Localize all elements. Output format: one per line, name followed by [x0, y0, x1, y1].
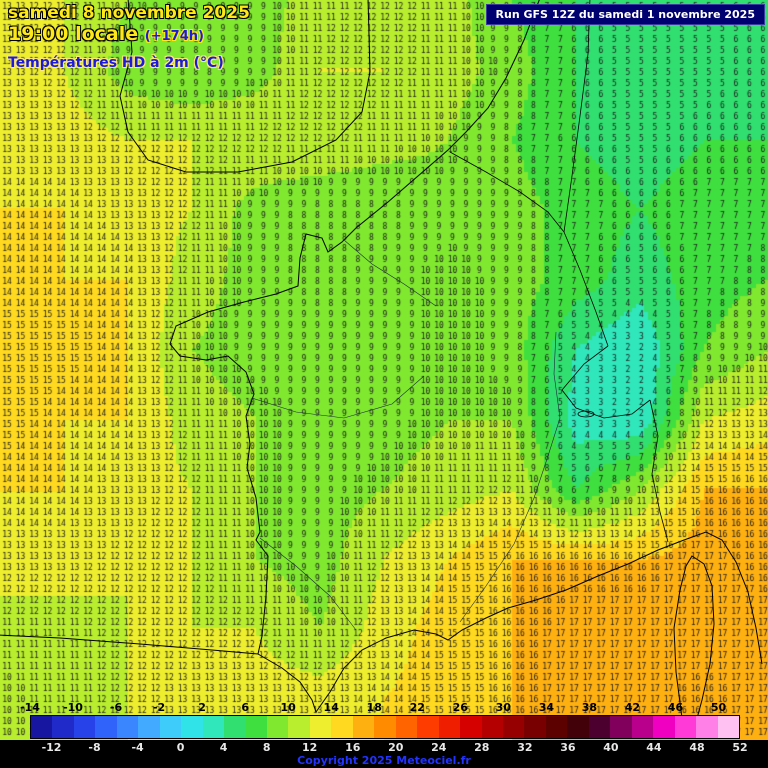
- scale-label-top-42: 42: [624, 701, 641, 714]
- scale-band-12: [288, 716, 310, 738]
- scale-band-22: [502, 716, 525, 738]
- valid-date: samedi 8 novembre 2025: [8, 3, 250, 23]
- scale-label-top-22: 22: [409, 701, 425, 714]
- scale-label-top-50: 50: [710, 701, 727, 714]
- model-run-box: Run GFS 12Z du samedi 1 novembre 2025: [485, 4, 765, 25]
- map-subtitle: Températures HD à 2m (°C): [8, 55, 224, 72]
- scale-label-top-46: 46: [667, 701, 684, 714]
- scale-label-top--10: -10: [63, 701, 83, 714]
- scale-label-bottom-28: 28: [474, 741, 490, 754]
- forecast-offset: (+174h): [144, 28, 204, 44]
- scale-band-32: [717, 716, 739, 738]
- scale-band-26: [588, 716, 611, 738]
- scale-band-21: [481, 716, 503, 738]
- scale-label-top-30: 30: [495, 701, 511, 714]
- scale-label-bottom-24: 24: [431, 741, 447, 754]
- valid-time: 19:00 locale: [8, 22, 139, 45]
- scale-band-3: [95, 716, 117, 738]
- scale-band-7: [181, 716, 203, 738]
- scale-label-bottom-48: 48: [689, 741, 705, 754]
- valid-time-line: 19:00 locale (+174h): [8, 22, 250, 46]
- scale-band-14: [331, 716, 353, 738]
- scale-band-18: [417, 716, 439, 738]
- scale-band-28: [631, 716, 654, 738]
- scale-label-bottom--12: -12: [41, 741, 62, 754]
- scale-band-13: [309, 716, 332, 738]
- scale-band-9: [224, 716, 246, 738]
- temperature-field-canvas: [0, 0, 768, 740]
- scale-label-bottom-52: 52: [732, 741, 748, 754]
- scale-band-23: [524, 716, 546, 738]
- bottom-strip: -12 -8 -4 0 4 8 12 16 20 24 28 32 36 40 44 48 52 Copyrig…: [0, 740, 768, 768]
- scale-band-10: [245, 716, 267, 738]
- scale-band-27: [610, 716, 632, 738]
- scale-band-15: [352, 716, 375, 738]
- scale-label-bottom-40: 40: [603, 741, 619, 754]
- temperature-scale-bar: [30, 715, 740, 739]
- scale-band-25: [567, 716, 589, 738]
- scale-band-8: [202, 716, 225, 738]
- scale-label-bottom-36: 36: [560, 741, 576, 754]
- scale-label-top--6: -6: [109, 701, 123, 714]
- scale-label-top-38: 38: [581, 701, 598, 714]
- scale-label-bottom-16: 16: [345, 741, 361, 754]
- scale-band-0: [31, 716, 53, 738]
- scale-label-bottom-4: 4: [219, 741, 228, 754]
- scale-label-bottom-20: 20: [388, 741, 404, 754]
- scale-band-29: [653, 716, 675, 738]
- copyright: Copyright 2025 Meteociel.fr: [297, 754, 471, 767]
- scale-band-16: [374, 716, 396, 738]
- scale-label-top--2: -2: [152, 701, 166, 714]
- scale-label-bottom-8: 8: [262, 741, 271, 754]
- scale-label-top--14: -14: [20, 701, 40, 714]
- scale-band-6: [159, 716, 182, 738]
- scale-label-bottom-44: 44: [646, 741, 662, 754]
- scale-band-19: [438, 716, 461, 738]
- scale-label-top-2: 2: [198, 701, 206, 714]
- scale-label-top-18: 18: [366, 701, 382, 714]
- scale-label-bottom--4: -4: [131, 741, 144, 754]
- scale-label-bottom-32: 32: [517, 741, 533, 754]
- scale-top-labels: -14 -10 -6 -2 2 6 10 14 18 22 26 30 34 38 42 46 50: [0, 701, 768, 715]
- scale-label-top-14: 14: [323, 701, 339, 714]
- scale-band-20: [460, 716, 482, 738]
- scale-label-bottom-0: 0: [176, 741, 185, 754]
- scale-label-bottom--8: -8: [88, 741, 101, 754]
- scale-label-top-26: 26: [452, 701, 468, 714]
- scale-band-1: [52, 716, 74, 738]
- scale-label-bottom-12: 12: [302, 741, 318, 754]
- scale-band-2: [73, 716, 96, 738]
- scale-band-4: [116, 716, 139, 738]
- scale-label-top-10: 10: [280, 701, 296, 714]
- scale-band-5: [138, 716, 160, 738]
- scale-band-17: [395, 716, 418, 738]
- scale-label-top-34: 34: [538, 701, 555, 714]
- map-header: samedi 8 novembre 2025 19:00 locale (+17…: [8, 3, 250, 72]
- scale-band-24: [545, 716, 568, 738]
- scale-label-top-6: 6: [241, 701, 249, 714]
- scale-band-30: [674, 716, 697, 738]
- scale-band-11: [266, 716, 289, 738]
- scale-bottom-labels: -12 -8 -4 0 4 8 12 16 20 24 28 32 36 40 44 48 52: [0, 741, 768, 754]
- scale-band-31: [696, 716, 718, 738]
